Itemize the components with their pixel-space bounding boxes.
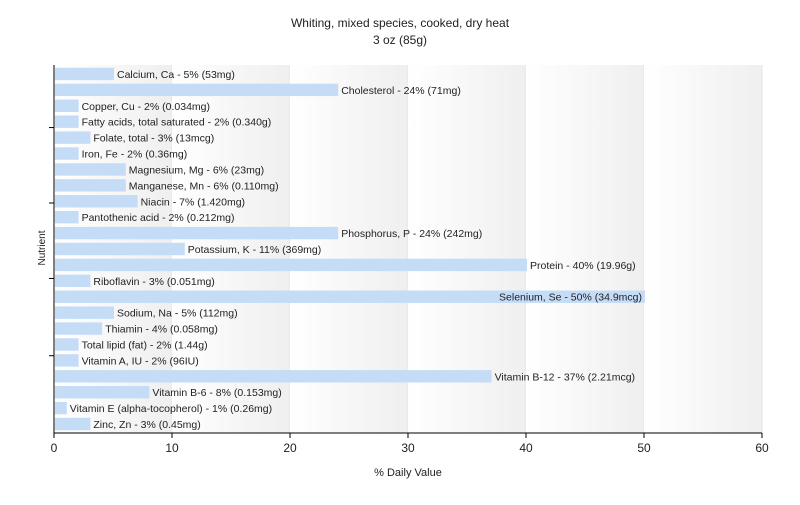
bar xyxy=(55,131,91,144)
bar-label: Magnesium, Mg - 6% (23mg) xyxy=(129,164,264,176)
bar-label: Copper, Cu - 2% (0.034mg) xyxy=(82,101,210,113)
bar xyxy=(55,274,91,288)
grid-band xyxy=(526,65,644,433)
bar-label: Vitamin A, IU - 2% (96IU) xyxy=(82,355,199,367)
bar xyxy=(55,322,103,335)
x-tick-label: 10 xyxy=(165,441,179,455)
bar xyxy=(55,386,150,399)
bar xyxy=(55,147,79,160)
bar xyxy=(55,67,114,81)
bar-label: Calcium, Ca - 5% (53mg) xyxy=(117,69,235,81)
bar-label: Vitamin B-12 - 37% (2.21mcg) xyxy=(495,371,635,383)
bar xyxy=(55,401,67,415)
bar xyxy=(55,370,492,383)
bar-series xyxy=(55,67,645,431)
bar xyxy=(55,354,79,367)
x-tick-label: 40 xyxy=(519,441,533,455)
bar-label: Selenium, Se - 50% (34.9mcg) xyxy=(499,292,642,304)
bar xyxy=(55,290,645,303)
bar-label: Riboflavin - 3% (0.051mg) xyxy=(93,276,214,288)
bar xyxy=(55,242,185,256)
chart-title: Whiting, mixed species, cooked, dry heat xyxy=(291,16,510,30)
bar xyxy=(55,179,126,192)
x-axis-label: % Daily Value xyxy=(374,467,442,479)
bar xyxy=(55,115,79,128)
bar-label: Folate, total - 3% (13mcg) xyxy=(93,133,214,145)
bar xyxy=(55,163,126,176)
bar-label: Total lipid (fat) - 2% (1.44g) xyxy=(82,339,208,351)
grid-band xyxy=(644,65,762,433)
bar-label: Niacin - 7% (1.420mg) xyxy=(141,196,245,208)
bar-label: Iron, Fe - 2% (0.36mg) xyxy=(82,149,188,161)
bar-label: Pantothenic acid - 2% (0.212mg) xyxy=(82,212,235,224)
x-tick-label: 60 xyxy=(755,441,769,455)
bar-label: Fatty acids, total saturated - 2% (0.340… xyxy=(82,117,272,129)
bar xyxy=(55,226,339,240)
bar xyxy=(55,306,114,319)
x-tick-label: 50 xyxy=(637,441,651,455)
x-tick-label: 0 xyxy=(51,441,58,455)
bar-label: Zinc, Zn - 3% (0.45mg) xyxy=(93,419,200,431)
bar-label: Phosphorus, P - 24% (242mg) xyxy=(341,228,482,240)
bar-label: Vitamin E (alpha-tocopherol) - 1% (0.26m… xyxy=(70,403,272,415)
bar xyxy=(55,83,339,97)
bar xyxy=(55,417,91,431)
y-axis-label: Nutrient xyxy=(37,230,48,265)
x-ticks: 0 10 20 30 40 50 60 xyxy=(51,433,769,455)
x-tick-label: 30 xyxy=(401,441,415,455)
bar-label: Potassium, K - 11% (369mg) xyxy=(188,244,321,256)
bar xyxy=(55,195,138,208)
bar xyxy=(55,258,527,272)
bar-label: Protein - 40% (19.96g) xyxy=(530,260,636,272)
bar-labels: Calcium, Ca - 5% (53mg) Cholesterol - 24%… xyxy=(70,69,642,431)
bar-label: Thiamin - 4% (0.058mg) xyxy=(105,324,218,336)
bar-label: Manganese, Mn - 6% (0.110mg) xyxy=(129,180,279,192)
bar-label: Vitamin B-6 - 8% (0.153mg) xyxy=(152,387,281,399)
bar xyxy=(55,338,79,351)
bar xyxy=(55,99,79,112)
bar xyxy=(55,210,79,224)
bar-label: Sodium, Na - 5% (112mg) xyxy=(117,308,238,320)
chart-subtitle: 3 oz (85g) xyxy=(373,33,427,47)
x-tick-label: 20 xyxy=(283,441,297,455)
bar-label: Cholesterol - 24% (71mg) xyxy=(341,85,461,97)
